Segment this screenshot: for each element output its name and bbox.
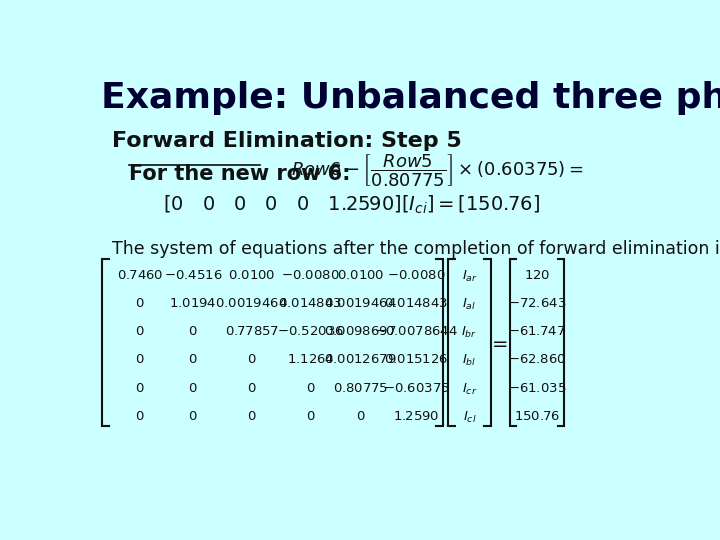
Text: $0$: $0$ <box>306 382 315 395</box>
Text: $0$: $0$ <box>306 410 315 423</box>
Text: $0.0100$: $0.0100$ <box>228 268 276 281</box>
Text: $-0.60375$: $-0.60375$ <box>383 382 450 395</box>
Text: $0.0019464$: $0.0019464$ <box>215 297 288 310</box>
Text: $I_{bl}$: $I_{bl}$ <box>462 353 477 368</box>
Text: $-0.0080$: $-0.0080$ <box>387 268 446 281</box>
Text: $0$: $0$ <box>189 410 198 423</box>
Text: $0$: $0$ <box>135 410 145 423</box>
Text: $-61.035$: $-61.035$ <box>508 382 566 395</box>
Text: $0.014843$: $0.014843$ <box>279 297 343 310</box>
Text: $-72.643$: $-72.643$ <box>508 297 566 310</box>
Text: Forward Elimination: Step 5: Forward Elimination: Step 5 <box>112 131 462 151</box>
Text: $I_{al}$: $I_{al}$ <box>462 297 477 312</box>
Text: $Row6 - \left[\dfrac{Row5}{0.80775}\right]\times(0.60375)=$: $Row6 - \left[\dfrac{Row5}{0.80775}\righ… <box>291 152 583 188</box>
Text: $I_{ar}$: $I_{ar}$ <box>462 268 477 284</box>
Text: $0$: $0$ <box>356 410 365 423</box>
Text: Example: Unbalanced three phase load: Example: Unbalanced three phase load <box>101 82 720 116</box>
Text: $1.2590$: $1.2590$ <box>393 410 439 423</box>
Text: $0$: $0$ <box>135 353 145 366</box>
Text: $0$: $0$ <box>247 353 256 366</box>
Text: For the new row 6:: For the new row 6: <box>129 164 351 184</box>
Text: The system of equations after the completion of forward elimination is:: The system of equations after the comple… <box>112 240 720 258</box>
Text: $0.7460$: $0.7460$ <box>117 268 163 281</box>
Text: $I_{cr}$: $I_{cr}$ <box>462 382 477 397</box>
Text: $-0.0078644$: $-0.0078644$ <box>374 325 459 338</box>
Text: $0.0098697$: $0.0098697$ <box>324 325 397 338</box>
Text: $0$: $0$ <box>135 297 145 310</box>
Text: $0.77857$: $0.77857$ <box>225 325 279 338</box>
Text: $1.0194$: $1.0194$ <box>169 297 217 310</box>
Text: $0$: $0$ <box>135 325 145 338</box>
Text: $0$: $0$ <box>247 410 256 423</box>
Text: $0.0012679$: $0.0012679$ <box>324 353 397 366</box>
Text: $0$: $0$ <box>135 382 145 395</box>
Text: $=$: $=$ <box>488 333 508 352</box>
Text: $-0.52036$: $-0.52036$ <box>277 325 344 338</box>
Text: $\left[0\quad 0\quad 0\quad 0\quad 0\quad 1.2590\right]\left[I_{ci}\right]=\left: $\left[0\quad 0\quad 0\quad 0\quad 0\qua… <box>163 194 540 216</box>
Text: $0$: $0$ <box>189 382 198 395</box>
Text: $-62.860$: $-62.860$ <box>508 353 566 366</box>
Text: $0$: $0$ <box>189 325 198 338</box>
Text: $0.015126$: $0.015126$ <box>384 353 449 366</box>
Text: $1.1264$: $1.1264$ <box>287 353 334 366</box>
Text: $0$: $0$ <box>247 382 256 395</box>
Text: $-0.4516$: $-0.4516$ <box>164 268 222 281</box>
Text: $0.014843$: $0.014843$ <box>384 297 449 310</box>
Text: $120$: $120$ <box>523 268 550 281</box>
Text: $0.80775$: $0.80775$ <box>333 382 388 395</box>
Text: $0.0100$: $0.0100$ <box>337 268 384 281</box>
Text: $0.0019464$: $0.0019464$ <box>324 297 397 310</box>
Text: $-61.747$: $-61.747$ <box>508 325 566 338</box>
Text: $150.76$: $150.76$ <box>514 410 560 423</box>
Text: $0$: $0$ <box>189 353 198 366</box>
Text: $I_{cl}$: $I_{cl}$ <box>463 410 476 425</box>
Text: $I_{br}$: $I_{br}$ <box>462 325 477 340</box>
Text: $-0.0080$: $-0.0080$ <box>281 268 340 281</box>
